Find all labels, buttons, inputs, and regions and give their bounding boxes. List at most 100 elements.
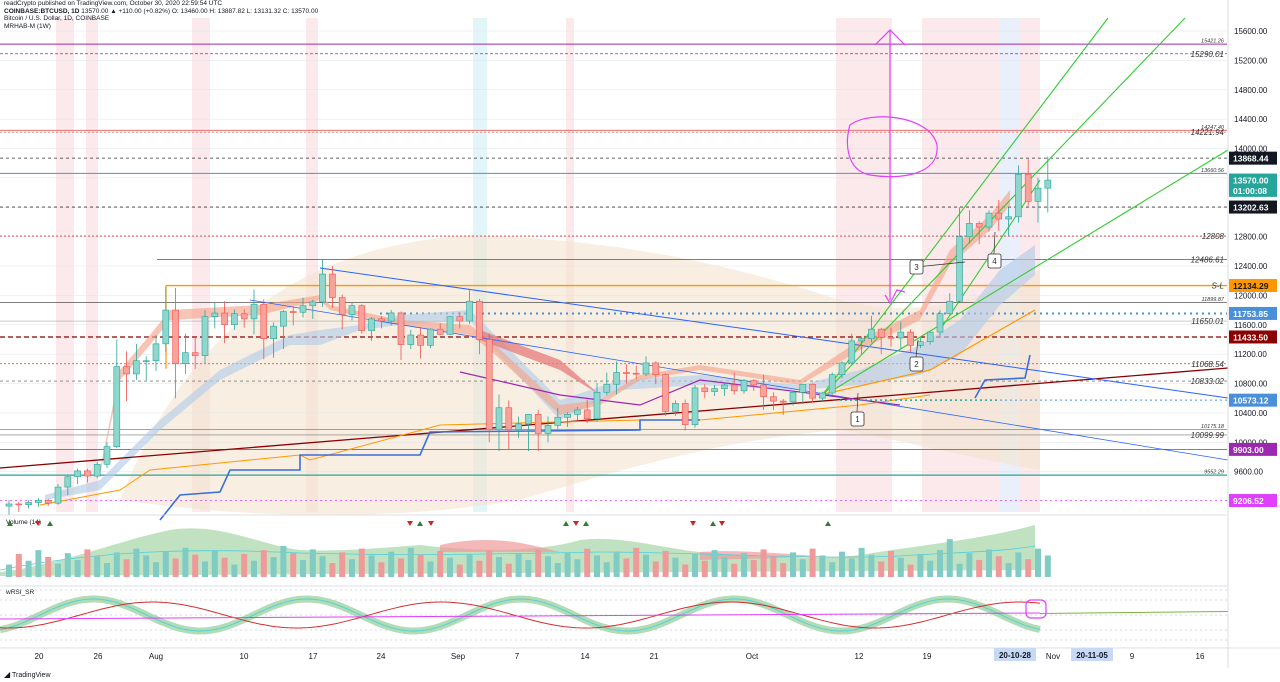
- volume-bar: [270, 556, 277, 577]
- candle-body: [809, 383, 816, 399]
- candle-body: [417, 334, 424, 346]
- volume-bar: [535, 549, 542, 577]
- candle-body: [309, 301, 317, 306]
- green-fan-3: [819, 149, 1229, 399]
- candle-body: [877, 328, 885, 338]
- indicator-name: MRHAB-M (1W): [4, 22, 51, 30]
- volume-bar: [888, 550, 894, 577]
- volume-bar: [407, 547, 414, 577]
- candle-body: [93, 463, 101, 477]
- volume-bar: [594, 555, 600, 577]
- volume-bar: [741, 553, 747, 577]
- callout-leader: [993, 231, 996, 255]
- volume-bar: [476, 560, 483, 577]
- volume-bar: [721, 556, 728, 577]
- candle-body: [387, 312, 395, 322]
- candle-body: [397, 312, 405, 345]
- candle-body: [1015, 173, 1022, 218]
- orange-ma-late: [819, 309, 1036, 396]
- volume-bar: [309, 549, 316, 577]
- volume-bar: [858, 547, 865, 577]
- candle-body: [201, 316, 209, 356]
- volume-bar: [878, 561, 885, 577]
- orange-ma-line-path: [39, 394, 931, 506]
- price-tick-label: 14400.00: [1234, 115, 1268, 124]
- maroon-trend-line: [0, 367, 1229, 469]
- volume-bar: [623, 558, 630, 577]
- candle-body: [182, 352, 189, 364]
- volume-bar: [162, 551, 169, 577]
- volume-bar: [447, 557, 453, 577]
- price-box-label: 9903.00: [1233, 445, 1264, 455]
- candle-body: [525, 414, 532, 425]
- signal-up-triangle: [710, 521, 716, 526]
- volume-bar: [701, 560, 708, 577]
- candle-body: [378, 318, 385, 322]
- candle-body: [515, 423, 522, 431]
- volume-bar: [231, 564, 238, 577]
- candle-body: [319, 273, 326, 303]
- volume-bar: [378, 562, 385, 577]
- time-tick-label: Oct: [746, 652, 759, 661]
- volume-bar: [398, 558, 404, 577]
- time-tick-label: 26: [94, 652, 103, 661]
- rsi-slow-line: [0, 601, 1041, 629]
- volume-bar: [202, 561, 208, 577]
- volume-bar: [94, 556, 101, 577]
- volume-bar: [329, 563, 336, 577]
- signal-up-triangle: [583, 521, 589, 526]
- callout-label: 2: [914, 360, 919, 369]
- volume-bar: [192, 554, 199, 577]
- time-tick-label: 10: [240, 652, 249, 661]
- volume-bar: [25, 560, 32, 577]
- published-by: readCrypto published on TradingView.com,…: [4, 0, 223, 7]
- callout-leader: [856, 392, 859, 413]
- price-box-label: 10573.12: [1233, 396, 1269, 406]
- level-label: 11899.87: [1201, 297, 1224, 303]
- volume-bar: [153, 562, 159, 577]
- callout-leader: [915, 339, 919, 358]
- volume-red-cloud: [440, 540, 860, 560]
- signal-up-triangle: [47, 521, 53, 526]
- volume-title: Volume (14): [6, 519, 41, 526]
- time-tick-label: Sep: [451, 652, 466, 661]
- price-box: [1229, 173, 1277, 187]
- volume-bar: [55, 563, 61, 577]
- envelope-cloud: [120, 235, 1040, 515]
- candle-body: [779, 400, 787, 403]
- candle-body: [250, 303, 258, 320]
- time-tick-label: 21: [650, 652, 659, 661]
- price-box: [1229, 151, 1277, 165]
- candle-body: [564, 414, 571, 418]
- volume-bar: [868, 554, 875, 577]
- price-box: [1229, 393, 1277, 407]
- time-tick-label: 17: [309, 652, 318, 661]
- candle-body: [623, 372, 630, 374]
- price-box-label: 13570.00: [1233, 176, 1269, 186]
- candle-body: [789, 392, 797, 403]
- signal-down-triangle: [690, 521, 696, 526]
- volume-bar: [937, 550, 943, 577]
- signal-down-triangle: [428, 521, 434, 526]
- volume-bar: [799, 559, 806, 577]
- level-label: 14247.40: [1201, 125, 1225, 131]
- volume-bar: [1025, 559, 1032, 577]
- candle-body: [868, 328, 875, 340]
- rsi-fast-line: [0, 598, 1041, 632]
- candle-body: [946, 300, 954, 315]
- volume-bar: [427, 561, 434, 577]
- red-wedge: [480, 330, 600, 395]
- level-label: 11650.01: [1191, 317, 1224, 326]
- volume-bar: [574, 559, 581, 577]
- volume-bar: [417, 554, 424, 577]
- candle-body: [446, 316, 454, 335]
- volume-bar: [662, 550, 669, 577]
- candle-body: [985, 212, 993, 228]
- level-label: 11068.54: [1191, 360, 1224, 369]
- volume-bar: [123, 559, 130, 577]
- candle-body: [299, 305, 307, 313]
- candle-body: [133, 360, 140, 375]
- candle-body: [799, 383, 807, 393]
- candle-body: [505, 407, 513, 431]
